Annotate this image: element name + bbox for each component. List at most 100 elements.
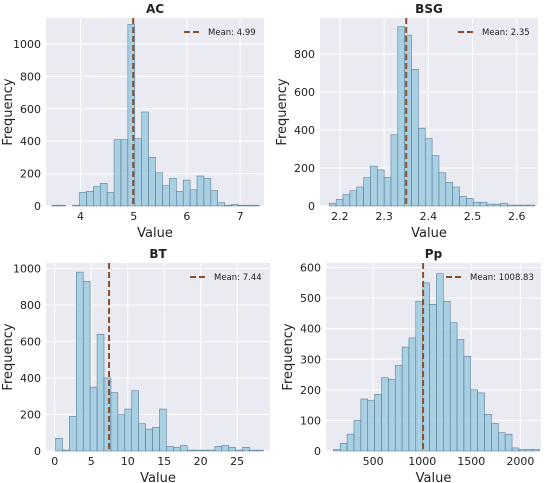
histogram-bar	[329, 202, 337, 207]
histogram-bar	[231, 204, 239, 207]
histogram-bar	[76, 271, 84, 452]
histogram-bar	[429, 304, 437, 452]
legend: Mean: 7.44	[190, 273, 262, 283]
histogram-bar	[452, 186, 460, 207]
y-tick-label: 0	[308, 200, 315, 213]
histogram-bar	[445, 182, 453, 207]
histogram-bar	[117, 414, 126, 452]
histogram-bar	[159, 408, 167, 452]
histogram-bar	[145, 428, 153, 452]
legend-label: Mean: 4.99	[208, 28, 256, 38]
x-tick-label: 25	[230, 455, 244, 468]
histogram-bar	[367, 400, 375, 452]
histogram-bar	[89, 386, 98, 452]
histogram-bar	[51, 204, 60, 207]
histogram-bar	[96, 333, 105, 452]
histogram-bar	[245, 204, 253, 207]
histogram-bar	[333, 449, 341, 452]
histogram-bar	[99, 183, 108, 207]
x-tick-label: 20	[194, 455, 208, 468]
histogram-bar	[252, 204, 260, 207]
histogram-bar	[484, 414, 492, 452]
x-tick-label: 1500	[457, 455, 485, 468]
histogram-bar	[55, 437, 63, 452]
histogram-bar	[173, 447, 181, 452]
x-tick-label: 2.2	[331, 210, 349, 223]
y-tick-label: 600	[20, 103, 41, 116]
histogram-bar	[141, 111, 149, 207]
y-tick-label: 200	[20, 168, 41, 181]
histogram-bar	[152, 427, 160, 452]
histogram-bar	[418, 127, 426, 207]
chart-title: AC	[146, 2, 164, 16]
histogram-bar	[224, 204, 232, 207]
histogram-bar	[221, 445, 230, 452]
histogram-bar	[532, 449, 540, 452]
histogram-bar	[377, 169, 385, 207]
y-tick-label: 200	[294, 162, 315, 175]
histogram-bar	[110, 392, 119, 452]
x-axis-label: Value	[140, 471, 176, 483]
x-tick-label: 2.3	[375, 210, 393, 223]
y-tick-label: 800	[20, 299, 41, 312]
y-tick-label: 100	[300, 414, 321, 427]
histogram-bar	[134, 138, 142, 207]
histogram-bar	[397, 26, 405, 207]
histogram-bar	[189, 189, 198, 207]
y-tick-label: 200	[300, 384, 321, 397]
histogram-bar	[520, 204, 529, 207]
y-tick-label: 300	[300, 353, 321, 366]
histogram-bar	[518, 449, 527, 452]
x-tick-label: 0	[51, 455, 58, 468]
histogram-bar	[463, 355, 472, 452]
histogram-bar	[58, 204, 66, 207]
y-tick-label: 1000	[13, 38, 41, 51]
histogram-bar	[113, 139, 122, 207]
histogram-bar	[200, 449, 209, 452]
y-tick-label: 400	[300, 323, 321, 336]
histogram-bar	[193, 449, 202, 452]
legend: Mean: 2.35	[458, 28, 530, 38]
histogram-bar	[169, 178, 177, 207]
chart-title: BT	[149, 247, 167, 261]
histogram-bar	[349, 190, 357, 207]
y-axis-label: Frequency	[1, 78, 16, 145]
histogram-bar	[180, 445, 188, 452]
y-tick-label: 1000	[13, 262, 41, 275]
y-tick-label: 600	[294, 86, 315, 99]
chart-panel-bsg: Mean: 2.35 2.2 2.3 2.4 2.5 2.6 0 200 400 600 800 BS…	[275, 2, 538, 241]
histogram-bar	[511, 447, 520, 452]
histogram-bar	[196, 175, 205, 207]
x-tick-label: 5	[88, 455, 95, 468]
histogram-bar	[374, 394, 382, 452]
histogram-bar	[207, 449, 216, 452]
histogram-bar	[127, 24, 136, 207]
y-tick-label: 600	[300, 262, 321, 275]
histogram-bar	[186, 449, 195, 452]
histogram-bar	[106, 191, 115, 207]
histogram-bar	[62, 449, 70, 452]
y-axis-label: Frequency	[1, 323, 16, 390]
histogram-bar	[479, 201, 488, 207]
histogram-bar	[514, 204, 522, 207]
histogram-bar	[242, 447, 250, 452]
y-tick-label: 0	[314, 445, 321, 458]
y-tick-label: 0	[34, 200, 41, 213]
histogram-bar	[424, 138, 433, 207]
histogram-bar	[249, 449, 257, 452]
histogram-bar	[203, 178, 212, 207]
histogram-bar	[166, 446, 174, 452]
histogram-bar	[383, 177, 392, 207]
histogram-bar	[381, 377, 389, 452]
legend: Mean: 4.99	[184, 28, 256, 38]
x-tick-label: 4	[77, 210, 84, 223]
histogram-bar	[363, 177, 371, 207]
chart-title: Pp	[425, 247, 443, 261]
histogram-bar	[456, 339, 465, 452]
histogram-bar	[79, 191, 87, 207]
histogram-bar	[228, 447, 236, 452]
y-tick-label: 600	[20, 335, 41, 348]
x-axis-label: Value	[137, 226, 173, 241]
y-tick-label: 0	[34, 445, 41, 458]
